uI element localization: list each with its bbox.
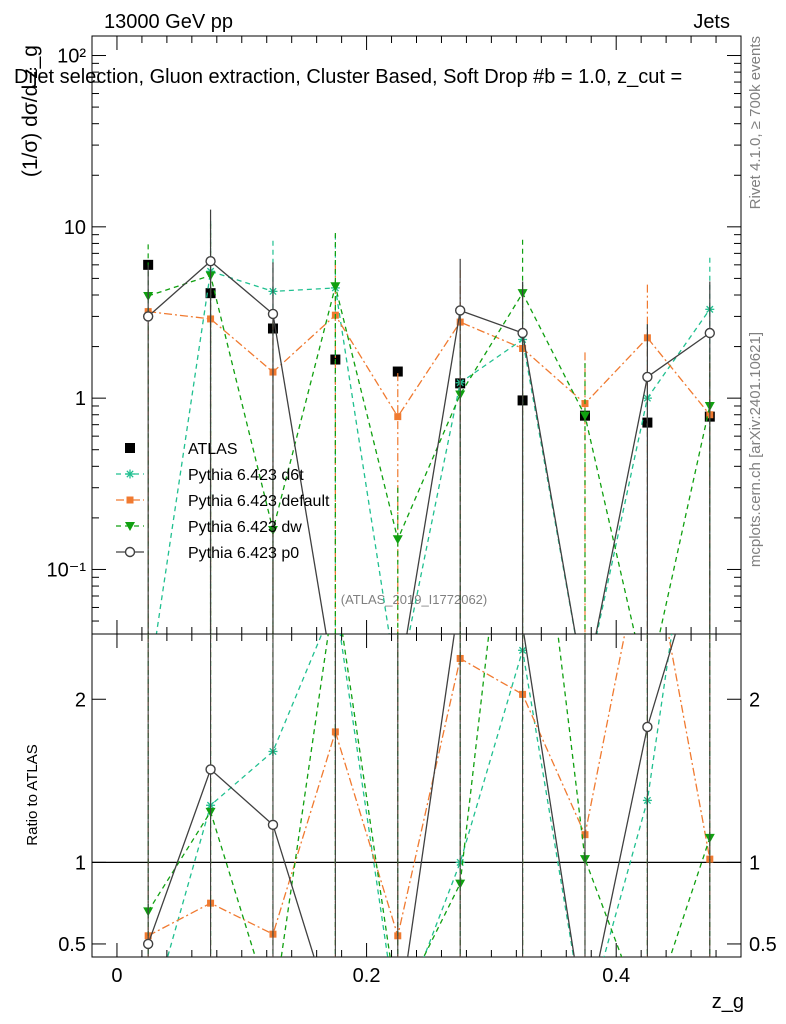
p0-point bbox=[142, 311, 154, 322]
default-ratio-line bbox=[147, 634, 711, 939]
main-ylabel: (1/σ) dσ/d z_g bbox=[19, 45, 42, 177]
legend-marker bbox=[124, 546, 136, 558]
default-line bbox=[148, 310, 711, 418]
main-ytick-label: 10⁻¹ bbox=[47, 559, 87, 581]
legend-label: Pythia 6.423 dw bbox=[188, 519, 302, 536]
main-panel: 10² 10 1 10⁻¹ bbox=[47, 35, 742, 635]
default-point bbox=[394, 413, 402, 421]
legend: ATLAS Pythia 6.423 d6t Pythia 6.423 defaul… bbox=[116, 441, 330, 562]
dw-ratio-line bbox=[147, 634, 711, 957]
legend-item-default: Pythia 6.423 default bbox=[116, 493, 330, 510]
ratio-series-default bbox=[144, 634, 714, 957]
p0-point bbox=[642, 371, 653, 383]
dw-point bbox=[392, 535, 403, 545]
rivet-label: Rivet 4.1.0, ≥ 700k events bbox=[747, 36, 764, 209]
ratio-xtick-label: 0.2 bbox=[353, 965, 381, 987]
p0-ratio-point bbox=[205, 764, 216, 775]
legend-marker bbox=[125, 443, 135, 453]
ratio-xtick-label: 0.4 bbox=[602, 965, 630, 987]
legend-label: Pythia 6.423 default bbox=[188, 493, 330, 510]
dw-point bbox=[579, 411, 590, 421]
mcplots-label: mcplots.cern.ch [arXiv:2401.10621] bbox=[747, 332, 764, 567]
p0-ratio-point bbox=[642, 721, 653, 733]
legend-label: ATLAS bbox=[188, 441, 238, 458]
header-right: Jets bbox=[693, 11, 730, 33]
ratio-ylabel: Ratio to ATLAS bbox=[24, 744, 41, 845]
legend-item-dw: Pythia 6.423 dw bbox=[116, 519, 302, 536]
ratio-ytick-label: 2 bbox=[75, 689, 86, 711]
legend-item-d6t: Pythia 6.423 d6t bbox=[116, 467, 304, 484]
series-atlas bbox=[143, 259, 715, 428]
legend-marker bbox=[125, 469, 135, 479]
ratio-ytick-label: 0.5 bbox=[58, 934, 86, 956]
p0-ratio-line bbox=[147, 634, 677, 957]
ratio-frame bbox=[91, 633, 742, 958]
d6t-ratio-line bbox=[166, 634, 673, 957]
ratio-ytick-label-right: 0.5 bbox=[749, 934, 777, 956]
main-ytick-label: 1 bbox=[75, 388, 86, 410]
ratio-ytick-label-right: 2 bbox=[749, 689, 760, 711]
ratio-series-p0 bbox=[142, 634, 711, 957]
ratio-xlabel: z_g bbox=[712, 991, 744, 1013]
dw-point bbox=[330, 282, 341, 292]
p0-point bbox=[267, 308, 279, 320]
ratio-xtick-label: 0 bbox=[111, 965, 122, 987]
p0-point bbox=[704, 327, 715, 339]
legend-marker bbox=[126, 496, 134, 504]
plot-title: Dijet selection, Gluon extraction, Clust… bbox=[14, 66, 682, 88]
d6t-line bbox=[155, 270, 711, 634]
ratio-ytick-label: 1 bbox=[75, 852, 86, 874]
main-plot-area bbox=[142, 209, 715, 634]
p0-ratio-point bbox=[267, 819, 279, 831]
series-p0 bbox=[142, 209, 715, 634]
dw-line bbox=[147, 274, 711, 634]
ratio-plot-area bbox=[142, 634, 715, 957]
atlas-point bbox=[392, 366, 403, 377]
legend-marker bbox=[125, 522, 135, 531]
legend-item-p0: Pythia 6.423 p0 bbox=[116, 545, 299, 562]
p0-point bbox=[454, 305, 466, 316]
ratio-panel: 0.5 0.5 1 1 2 2 0 0.2 0.4 bbox=[58, 633, 777, 987]
p0-line bbox=[147, 260, 711, 634]
p0-ratio-point bbox=[142, 938, 154, 950]
p0-point bbox=[517, 327, 528, 339]
legend-label: Pythia 6.423 p0 bbox=[188, 545, 299, 562]
legend-item-atlas: ATLAS bbox=[125, 441, 238, 458]
analysis-watermark: (ATLAS_2019_I1772062) bbox=[341, 592, 487, 607]
ratio-ytick-label-right: 1 bbox=[749, 852, 760, 874]
main-ytick-label: 10² bbox=[57, 46, 86, 68]
legend-label: Pythia 6.423 d6t bbox=[188, 467, 304, 484]
header-left: 13000 GeV pp bbox=[104, 11, 233, 33]
p0-point bbox=[205, 256, 216, 267]
main-ytick-label: 10 bbox=[64, 217, 86, 239]
